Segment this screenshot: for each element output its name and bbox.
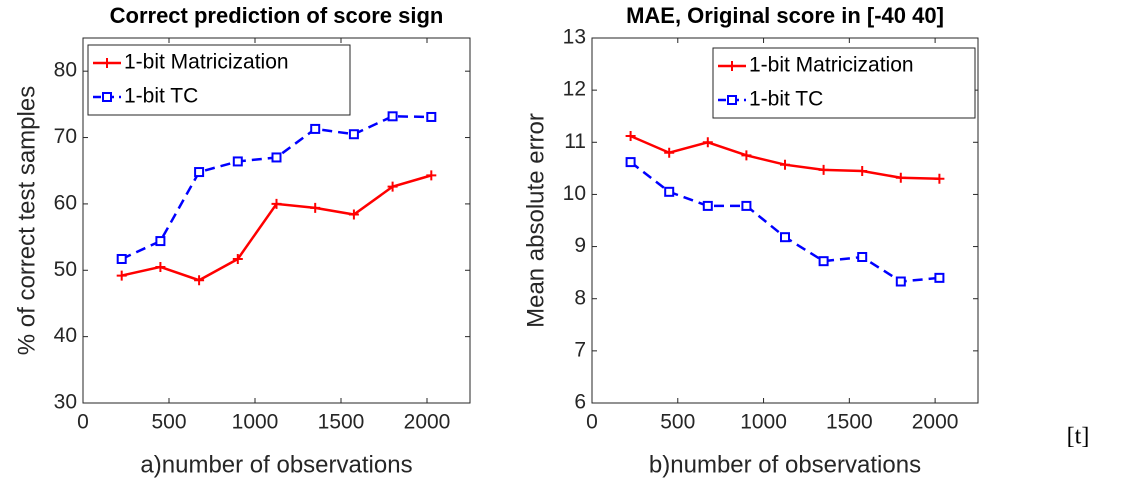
x-tick-label: 2000 [912,411,959,434]
x-tick-label: 0 [586,411,598,434]
x-tick-label: 0 [77,411,89,434]
x-tick-label: 500 [151,411,186,434]
x-axis-label: b)number of observations [649,451,921,478]
y-tick-label: 70 [54,125,77,148]
note: [t] [1067,424,1090,450]
legend-marker [727,61,737,71]
x-tick-label: 2000 [404,411,451,434]
legend-label: 1-bit TC [124,85,198,108]
y-tick-label: 40 [54,324,77,347]
y-axis-label: Mean absolute error [522,113,549,328]
marker [387,111,398,122]
legend-marker [727,95,737,105]
legend-box [712,47,976,119]
legend-marker [102,58,112,68]
marker [348,209,359,220]
marker [155,236,166,247]
legend-label: 1-bit TC [749,88,823,111]
marker [702,200,713,211]
y-tick-label: 30 [54,391,77,414]
y-tick-label: 8 [574,286,586,309]
x-tick-label: 1500 [826,411,873,434]
y-tick-label: 6 [574,391,586,414]
marker [625,131,636,142]
marker [387,181,398,192]
marker [155,261,166,272]
marker [116,253,127,264]
marker [702,137,713,148]
marker [232,156,243,167]
y-tick-label: 60 [54,191,77,214]
marker [780,232,790,243]
marker [741,150,752,161]
marker [348,129,359,140]
legend-label: 1-bit Matricization [124,51,289,74]
legend-marker [102,92,112,102]
marker [857,252,868,262]
marker [857,165,868,176]
x-tick-label: 1000 [740,411,787,434]
y-tick-label: 11 [564,130,586,153]
x-tick-label: 1500 [318,411,365,434]
marker [818,256,829,267]
marker [664,186,675,197]
marker [664,147,675,158]
marker [895,172,906,183]
y-tick-label: 12 [563,78,586,101]
x-tick-label: 1000 [232,411,279,434]
marker [895,276,906,287]
y-tick-label: 80 [54,59,77,82]
y-tick-label: 13 [563,26,586,49]
marker [780,159,790,170]
y-tick-label: 7 [574,338,586,361]
marker [310,123,321,134]
marker [625,157,636,168]
marker [310,202,321,213]
marker [741,200,752,211]
x-tick-label: 500 [660,411,695,434]
marker [934,272,945,283]
marker [426,111,437,122]
marker [818,164,829,175]
marker [271,198,282,209]
y-tick-label: 10 [563,182,586,205]
marker [426,170,437,181]
marker [194,275,205,286]
y-tick-label: 9 [574,234,586,257]
marker [232,253,243,264]
x-axis-label: a)number of observations [140,451,412,478]
y-axis-label: % of correct test samples [13,86,40,355]
chart-title: Correct prediction of score sign [110,3,444,28]
chart-title: MAE, Original score in [-40 40] [626,3,944,28]
legend-box [87,44,351,116]
y-tick-label: 50 [54,258,77,281]
marker [934,173,945,184]
marker [194,167,205,178]
marker [116,270,127,281]
legend-label: 1-bit Matricization [749,54,914,77]
marker [271,152,282,163]
